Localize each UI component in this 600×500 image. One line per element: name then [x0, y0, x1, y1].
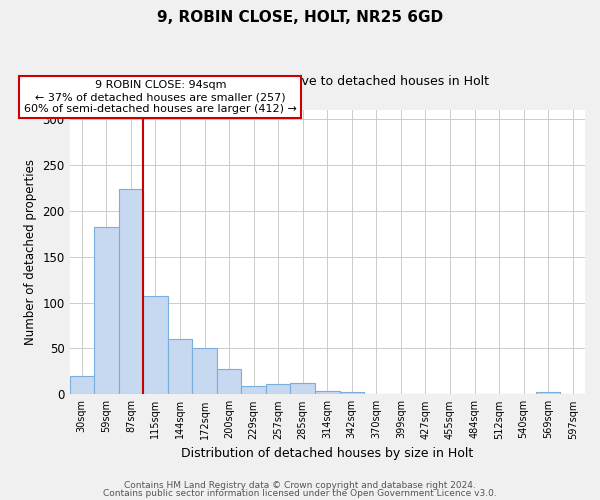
- Text: 9 ROBIN CLOSE: 94sqm
← 37% of detached houses are smaller (257)
60% of semi-deta: 9 ROBIN CLOSE: 94sqm ← 37% of detached h…: [24, 80, 297, 114]
- Bar: [536, 392, 560, 394]
- Y-axis label: Number of detached properties: Number of detached properties: [24, 159, 37, 345]
- Bar: [70, 376, 94, 394]
- Bar: [217, 368, 241, 394]
- Text: Contains HM Land Registry data © Crown copyright and database right 2024.: Contains HM Land Registry data © Crown c…: [124, 481, 476, 490]
- Bar: [143, 296, 167, 394]
- Bar: [119, 189, 143, 394]
- Bar: [266, 384, 290, 394]
- Bar: [167, 340, 192, 394]
- Bar: [241, 386, 266, 394]
- Bar: [290, 384, 315, 394]
- Title: Size of property relative to detached houses in Holt: Size of property relative to detached ho…: [166, 75, 489, 88]
- Bar: [340, 392, 364, 394]
- Bar: [315, 390, 340, 394]
- Bar: [192, 348, 217, 395]
- Text: 9, ROBIN CLOSE, HOLT, NR25 6GD: 9, ROBIN CLOSE, HOLT, NR25 6GD: [157, 10, 443, 25]
- Bar: [94, 228, 119, 394]
- X-axis label: Distribution of detached houses by size in Holt: Distribution of detached houses by size …: [181, 447, 473, 460]
- Text: Contains public sector information licensed under the Open Government Licence v3: Contains public sector information licen…: [103, 488, 497, 498]
